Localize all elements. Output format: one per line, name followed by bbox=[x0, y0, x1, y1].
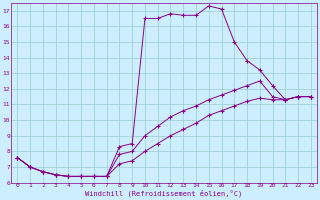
X-axis label: Windchill (Refroidissement éolien,°C): Windchill (Refroidissement éolien,°C) bbox=[85, 190, 243, 197]
